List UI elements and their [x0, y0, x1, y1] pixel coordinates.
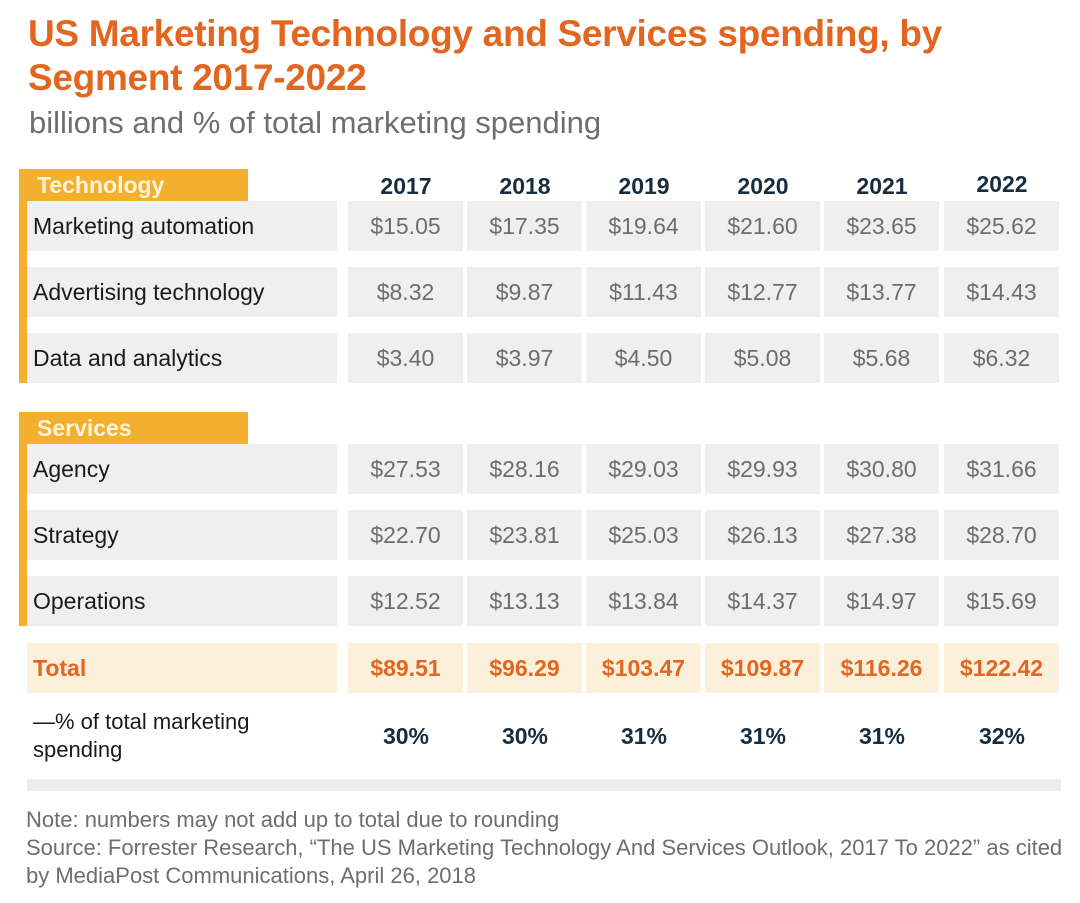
value-cell: $13.13: [467, 576, 582, 626]
value-cell: $28.70: [944, 510, 1059, 560]
percent-cell: 32%: [978, 723, 1026, 749]
value-cell: $11.43: [586, 267, 701, 317]
segment-header-services: Services: [19, 412, 248, 444]
value-cell: $23.65: [824, 201, 939, 251]
value-cell: $13.84: [586, 576, 701, 626]
segment-bar-services: [19, 444, 27, 626]
source-note: Source: Forrester Research, “The US Mark…: [26, 835, 1063, 888]
total-cell: $96.29: [467, 643, 582, 693]
total-cell: $89.51: [348, 643, 463, 693]
value-cell: $3.40: [348, 333, 463, 383]
total-cell: $122.42: [944, 643, 1059, 693]
row-label: Operations: [27, 576, 337, 626]
value-cell: $21.60: [705, 201, 820, 251]
value-cell: $30.80: [824, 444, 939, 494]
value-cell: $29.03: [586, 444, 701, 494]
row-label: Advertising technology: [27, 267, 337, 317]
total-cell: $116.26: [824, 643, 939, 693]
value-cell: $4.50: [586, 333, 701, 383]
value-cell: $19.64: [586, 201, 701, 251]
table-footer-bar: [27, 779, 1061, 791]
column-header-2019: 2019: [618, 173, 670, 199]
column-header-2018: 2018: [499, 173, 551, 199]
row-label: Marketing automation: [27, 201, 337, 251]
notes: Note: numbers may not add up to total du…: [26, 806, 1066, 890]
rounding-note: Note: numbers may not add up to total du…: [26, 807, 560, 832]
value-cell: $3.97: [467, 333, 582, 383]
value-cell: $17.35: [467, 201, 582, 251]
row-label: Data and analytics: [27, 333, 337, 383]
chart-subtitle: billions and % of total marketing spendi…: [29, 105, 602, 140]
percent-cell: 31%: [858, 723, 906, 749]
value-cell: $12.77: [705, 267, 820, 317]
chart-title: US Marketing Technology and Services spe…: [28, 13, 942, 98]
value-cell: $14.43: [944, 267, 1059, 317]
percent-cell: 30%: [501, 723, 549, 749]
value-cell: $28.16: [467, 444, 582, 494]
value-cell: $6.32: [944, 333, 1059, 383]
value-cell: $9.87: [467, 267, 582, 317]
segment-bar-technology: [19, 201, 27, 383]
total-cell: $103.47: [586, 643, 701, 693]
value-cell: $27.38: [824, 510, 939, 560]
column-header-2020: 2020: [737, 173, 789, 199]
value-cell: $14.97: [824, 576, 939, 626]
value-cell: $26.13: [705, 510, 820, 560]
value-cell: $25.03: [586, 510, 701, 560]
percent-cell: 31%: [620, 723, 668, 749]
column-header-2022: 2022: [976, 171, 1028, 197]
row-label: Strategy: [27, 510, 337, 560]
value-cell: $12.52: [348, 576, 463, 626]
value-cell: $5.08: [705, 333, 820, 383]
percent-cell: 30%: [382, 723, 430, 749]
value-cell: $14.37: [705, 576, 820, 626]
percent-cell: 31%: [739, 723, 787, 749]
value-cell: $23.81: [467, 510, 582, 560]
total-label: Total: [27, 643, 337, 693]
value-cell: $25.62: [944, 201, 1059, 251]
percent-label: —% of total marketing spending: [33, 709, 250, 762]
value-cell: $29.93: [705, 444, 820, 494]
total-cell: $109.87: [705, 643, 820, 693]
value-cell: $31.66: [944, 444, 1059, 494]
value-cell: $15.69: [944, 576, 1059, 626]
column-header-2017: 2017: [380, 173, 432, 199]
value-cell: $13.77: [824, 267, 939, 317]
value-cell: $22.70: [348, 510, 463, 560]
value-cell: $27.53: [348, 444, 463, 494]
column-header-2021: 2021: [856, 173, 908, 199]
row-label: Agency: [27, 444, 337, 494]
value-cell: $8.32: [348, 267, 463, 317]
value-cell: $5.68: [824, 333, 939, 383]
segment-header-technology: Technology: [19, 169, 248, 201]
value-cell: $15.05: [348, 201, 463, 251]
